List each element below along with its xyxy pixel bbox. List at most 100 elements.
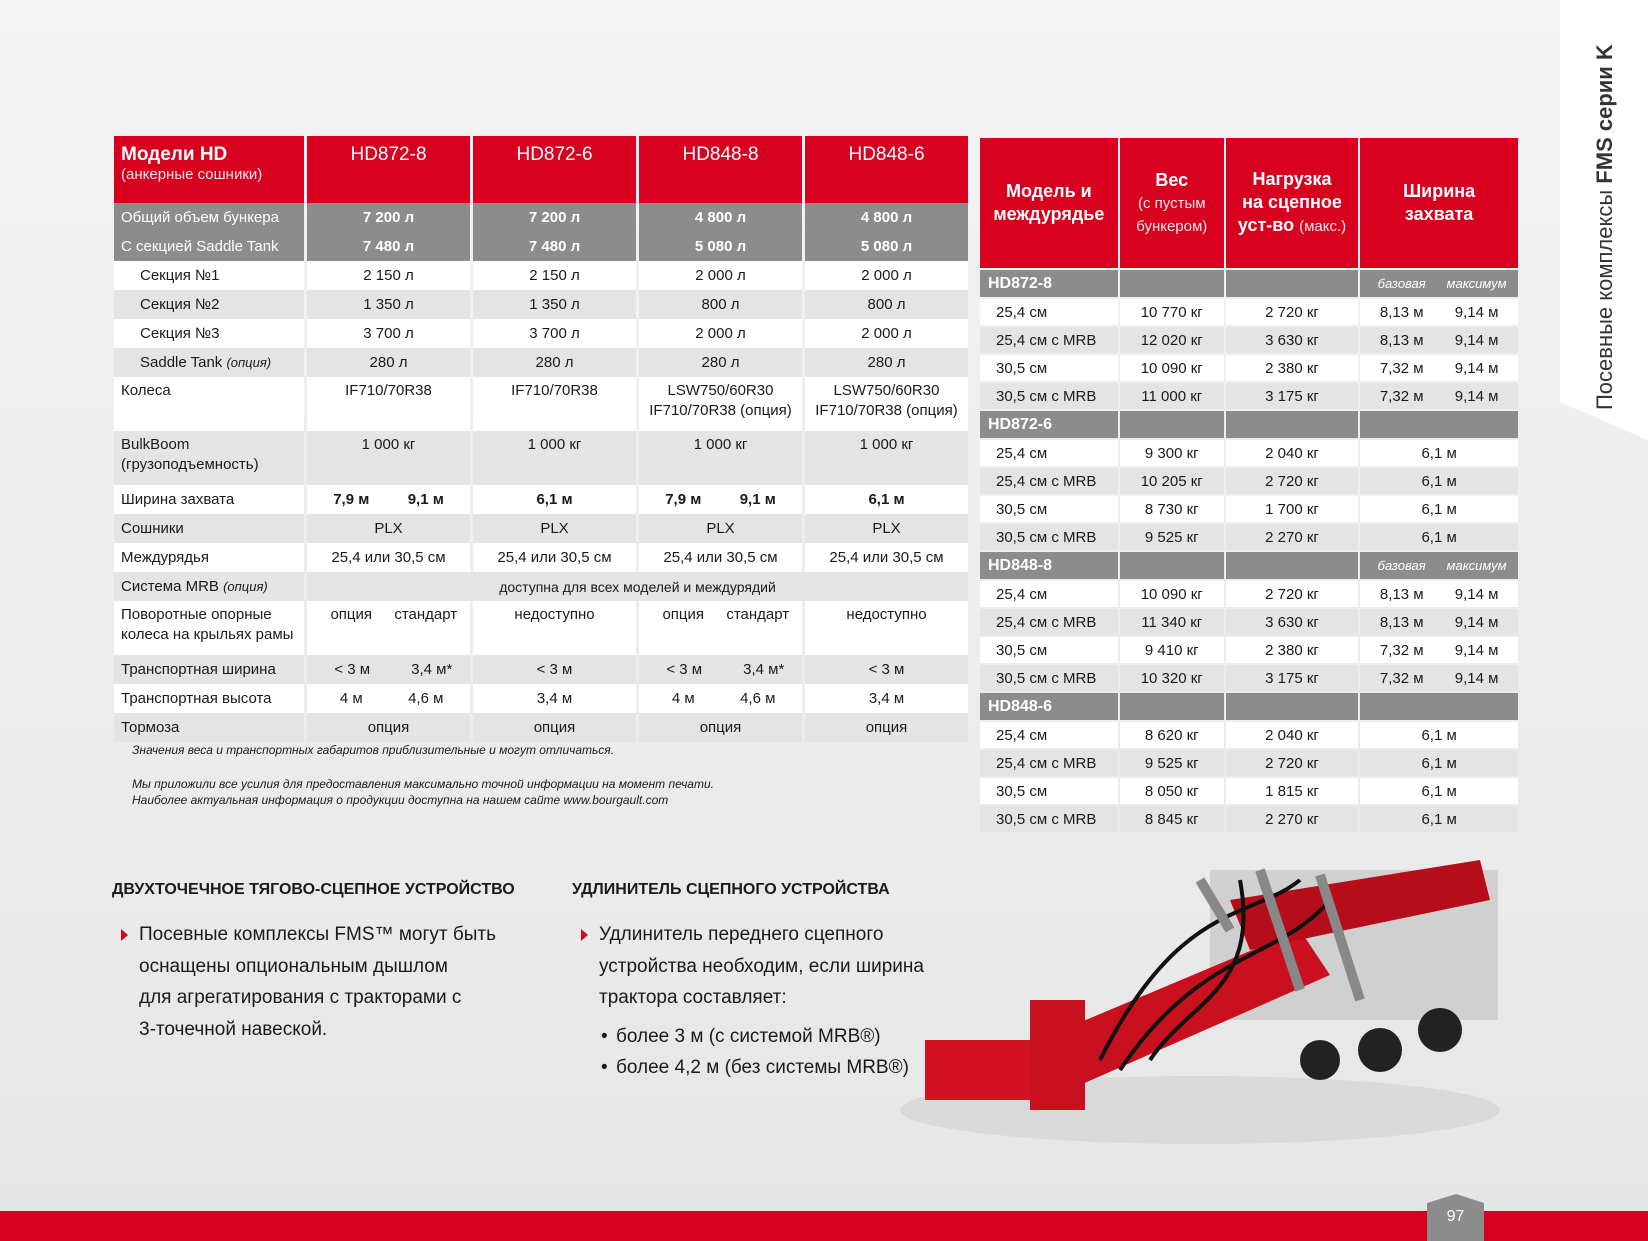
row-label: Секция №3 xyxy=(140,324,220,342)
cell-value: 1 000 кг xyxy=(527,436,582,453)
row-width: 6,1 м xyxy=(1360,468,1518,494)
data-row: 30,5 см 10 090 кг 2 380 кг 7,32 м 9,14 м xyxy=(980,355,1518,381)
spec-row: Транспортная высота 4 м 4,6 м 3,4 м 4 м 4,6 м… xyxy=(114,684,968,713)
cell-value: опция xyxy=(699,718,742,736)
row-weight: 8 620 кг xyxy=(1119,722,1224,748)
cell-value: 7 480 л xyxy=(307,232,470,261)
sub-bullet: • xyxy=(601,1056,608,1078)
spec-row: Система MRB (опция) доступна для всех мод… xyxy=(114,572,968,601)
row-spacing: 30,5 см xyxy=(980,496,1118,522)
row-width: 7,32 м 9,14 м xyxy=(1360,665,1518,691)
row-spacing: 25,4 см xyxy=(980,299,1118,325)
data-row: 30,5 см с MRB 8 845 кг 2 270 кг 6,1 м xyxy=(980,806,1518,832)
cell: 280 л xyxy=(307,348,470,377)
row-label: BulkBoom (грузоподъемность) xyxy=(121,436,259,473)
split-cell: 7,32 м 9,14 м xyxy=(1364,642,1514,659)
model-name: HD848-6 xyxy=(805,136,968,203)
header-sublabel: (анкерные сошники) xyxy=(121,166,263,183)
header-note: (макс.) xyxy=(1299,218,1347,235)
cell: 3 700 л xyxy=(473,319,636,348)
cell-value: 6,1 м xyxy=(1421,810,1457,828)
note: Наиболее актуальная информация о продукц… xyxy=(132,793,669,807)
group-row: HD848-6 xyxy=(980,693,1518,720)
row-label-cell: Транспортная ширина xyxy=(114,655,304,684)
row-weight: 8 730 кг xyxy=(1119,496,1224,522)
cell-value: 2 150 л xyxy=(363,266,414,284)
row-load: 2 270 кг xyxy=(1225,806,1359,832)
cell: 280 л xyxy=(805,348,968,377)
cell-value: 9,1 м xyxy=(407,490,444,508)
data-row: 30,5 см с MRB 9 525 кг 2 270 кг 6,1 м xyxy=(980,524,1518,550)
cell: 800 л xyxy=(639,290,802,319)
data-row: 30,5 см с MRB 10 320 кг 3 175 кг 7,32 м 9,14… xyxy=(980,665,1518,691)
row-load: 2 040 кг xyxy=(1225,722,1359,748)
bullet-line: Посевные комплексы FMS™ могут быть xyxy=(139,924,497,945)
width-labels: базовая максимум xyxy=(1364,558,1514,573)
header-text: Вес xyxy=(1155,169,1189,190)
row-width: 6,1 м xyxy=(1360,722,1518,748)
row-spacing: 25,4 см xyxy=(980,581,1118,607)
cell-value: 6,1 м xyxy=(1421,726,1457,744)
data-row: 25,4 см 10 770 кг 2 720 кг 8,13 м 9,14 м xyxy=(980,299,1518,325)
row-spacing: 25,4 см xyxy=(980,722,1118,748)
row-label-cell: Тормоза xyxy=(114,713,304,742)
cell-value: 9,14 м xyxy=(1454,387,1499,405)
cell-value: 9,14 м xyxy=(1454,669,1499,687)
cell-value: 3,4 м xyxy=(868,689,905,707)
row-load: 3 630 кг xyxy=(1225,609,1359,635)
row-width: 7,32 м 9,14 м xyxy=(1360,637,1518,663)
split-cell: < 3 м 3,4 м* xyxy=(314,659,463,680)
cell: 1 000 кг xyxy=(639,431,802,485)
header-cell: Модели HD (анкерные сошники) xyxy=(114,136,304,203)
cell: 25,4 или 30,5 см xyxy=(473,543,636,572)
split-cell: 8,13 м 9,14 м xyxy=(1364,332,1514,349)
cell-value: 8,13 м xyxy=(1379,303,1424,321)
row-load: 2 720 кг xyxy=(1225,750,1359,776)
spec-row: Ширина захвата 7,9 м 9,1 м 6,1 м 7,9 м 9,1 м 6… xyxy=(114,485,968,514)
cell-value: LSW750/60R30 IF710/70R38 (опция) xyxy=(815,382,958,419)
row-width: 8,13 м 9,14 м xyxy=(1360,581,1518,607)
split-cell: 8,13 м 9,14 м xyxy=(1364,614,1514,631)
width-label: максимум xyxy=(1446,558,1507,573)
cell: опция xyxy=(805,713,968,742)
spec-row: Междурядья 25,4 или 30,5 см 25,4 или 30,5 … xyxy=(114,543,968,572)
cell: 25,4 или 30,5 см xyxy=(307,543,470,572)
split-cell: 7,9 м 9,1 м xyxy=(314,490,463,510)
model-name: HD848-8 xyxy=(639,136,802,203)
spec-table: Модели HD (анкерные сошники) HD872-8 HD872-… xyxy=(111,136,971,742)
cell-value: 1 350 л xyxy=(529,295,580,313)
group-blank xyxy=(1225,411,1359,438)
header-text: Нагрузка на сцепное уст-во xyxy=(1237,169,1342,235)
cell-value: 7,9 м xyxy=(665,490,702,508)
row-load: 2 720 кг xyxy=(1225,468,1359,494)
group-blank xyxy=(1225,552,1359,579)
cell-value: PLX xyxy=(706,519,735,537)
cell-value: 8,13 м xyxy=(1379,331,1424,349)
cell: 2 000 л xyxy=(639,319,802,348)
row-spacing: 30,5 см xyxy=(980,778,1118,804)
cell-value: 4 м xyxy=(671,689,695,707)
cell: < 3 м xyxy=(805,655,968,684)
cell-value: 2 000 л xyxy=(695,266,746,284)
group-width xyxy=(1360,693,1518,720)
row-weight: 9 525 кг xyxy=(1119,750,1224,776)
cell-value: 2 150 л xyxy=(529,266,580,284)
cell-value: 2 000 л xyxy=(695,324,746,342)
cell-value: стандарт xyxy=(726,606,790,623)
cell-value: 7,32 м xyxy=(1379,359,1424,377)
data-row: 25,4 см с MRB 11 340 кг 3 630 кг 8,13 м 9,14… xyxy=(980,609,1518,635)
group-blank xyxy=(1119,693,1224,720)
split-cell: 4 м 4,6 м xyxy=(314,689,463,709)
row-label: Междурядья xyxy=(121,548,209,566)
group-model: HD872-6 xyxy=(980,411,1118,438)
row-label: Секция №1 xyxy=(140,266,220,284)
row-label-cell: Ширина захвата xyxy=(114,485,304,514)
cell-value: < 3 м xyxy=(334,660,371,678)
cell-value: 1 000 кг xyxy=(693,436,748,453)
row-width: 6,1 м xyxy=(1360,806,1518,832)
cell-value: PLX xyxy=(374,519,403,537)
page-tab xyxy=(1427,1194,1484,1241)
